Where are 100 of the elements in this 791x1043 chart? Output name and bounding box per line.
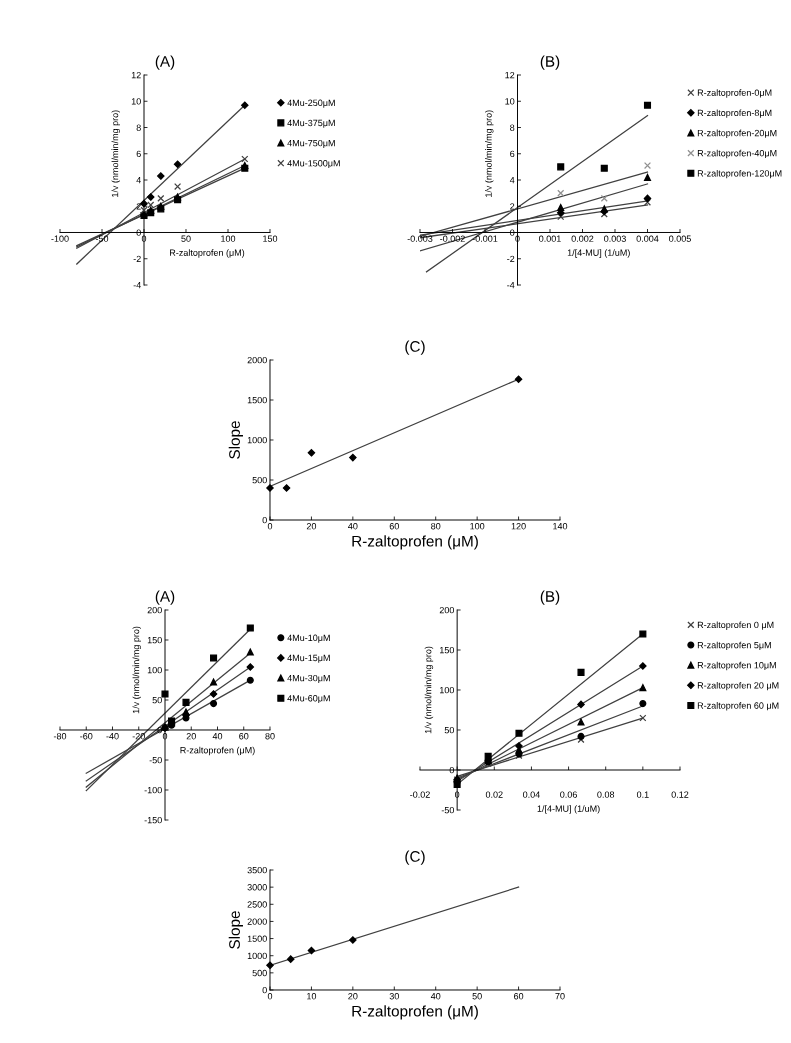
x-tick-label: 0.06 <box>560 791 577 798</box>
x-tick-label: -100 <box>51 235 69 242</box>
chart-title: (B) <box>540 590 560 605</box>
y-tick-label: 500 <box>252 476 267 484</box>
y-tick-label: 0 <box>262 516 267 524</box>
x-axis-title: R-zaltoprofen (μM) <box>180 746 255 756</box>
x-tick-label: 0.002 <box>571 235 594 242</box>
x-tick-label: 0.004 <box>636 235 659 242</box>
y-tick-label: 2500 <box>247 901 267 908</box>
y-tick-label: 1000 <box>247 436 267 444</box>
legend-label: 4Mu-750μM <box>287 139 335 148</box>
x-tick-label: 80 <box>265 733 275 740</box>
x-tick-label: 0 <box>454 791 460 798</box>
x-tick-label: 100 <box>221 235 236 242</box>
y-axis-title: 1/v (nmol/min/mg pro) <box>485 110 494 197</box>
y-tick-label: 6 <box>136 150 141 158</box>
legend-label: R-zaltoprofen-0μM <box>697 89 772 98</box>
y-tick-label: 10 <box>505 98 515 105</box>
y-tick-label: 2 <box>136 203 141 210</box>
y-tick-label: 0 <box>262 986 267 994</box>
y-tick-label: 1500 <box>247 935 267 942</box>
chart-title: (B) <box>540 55 560 70</box>
y-tick-label: 12 <box>505 71 515 79</box>
y-tick-label: -4 <box>507 282 515 289</box>
x-tick-label: -60 <box>80 733 93 740</box>
y-axis-title: Slope <box>228 421 243 459</box>
legend-label: 4Mu-10μM <box>287 634 330 643</box>
x-tick-label: 60 <box>514 993 524 1000</box>
x-tick-label: 0.001 <box>539 235 561 242</box>
x-tick-label: 20 <box>186 733 196 740</box>
x-axis-title: R-zaltoprofen (μM) <box>170 249 245 258</box>
y-tick-label: 2000 <box>247 918 267 925</box>
x-axis-title: 1/[4-MU] (1/uM) <box>537 805 600 814</box>
legend-label: R-zaltoprofen-120μM <box>697 169 782 179</box>
legend-label: R-zaltoprofen 20 μM <box>697 681 779 691</box>
x-tick-label: 20 <box>306 523 317 530</box>
chart-title: (A) <box>155 590 175 605</box>
y-tick-label: 0 <box>157 726 162 734</box>
x-tick-label: -80 <box>53 733 67 740</box>
legend-label: 4Mu-60μM <box>287 695 330 704</box>
chart-title: (C) <box>405 850 425 865</box>
legend-label: 4Mu-15μM <box>287 654 330 663</box>
x-tick-label: 70 <box>555 993 565 1000</box>
y-tick-label: 50 <box>444 726 455 734</box>
legend-label: R-zaltoprofen-40μM <box>697 149 777 159</box>
y-tick-label: -4 <box>133 282 141 289</box>
legend-label: R-zaltoprofen 60 μM <box>697 702 779 711</box>
legend-label: 4Mu-1500μM <box>287 160 340 169</box>
y-tick-label: 100 <box>147 666 162 674</box>
y-tick-label: 0 <box>449 766 455 774</box>
x-tick-label: 40 <box>212 733 223 740</box>
x-tick-label: 50 <box>472 993 482 1000</box>
y-tick-label: 100 <box>439 686 455 694</box>
x-tick-label: 0.005 <box>669 235 691 242</box>
x-tick-label: 0.1 <box>636 791 649 798</box>
x-tick-label: 50 <box>181 235 191 242</box>
x-tick-label: 120 <box>511 523 526 530</box>
x-tick-label: 60 <box>239 733 249 740</box>
x-tick-label: 0.003 <box>604 235 626 242</box>
y-tick-label: 200 <box>439 606 455 614</box>
x-tick-label: 0.04 <box>523 791 540 798</box>
y-tick-label: 4 <box>509 177 515 184</box>
x-tick-label: -0.001 <box>472 235 498 242</box>
y-tick-label: -50 <box>441 806 455 814</box>
y-tick-label: 8 <box>136 124 141 131</box>
x-tick-label: 100 <box>470 523 485 530</box>
x-axis-title: 1/[4-MU] (1/uM) <box>567 249 630 258</box>
legend-label: R-zaltoprofen 10μM <box>697 661 776 671</box>
x-tick-label: -0.02 <box>410 791 430 798</box>
y-axis-title: 1/v (nmol/min/mg pro) <box>111 110 120 197</box>
y-tick-label: 50 <box>152 696 162 704</box>
chart-title: (A) <box>155 55 175 70</box>
x-tick-label: 60 <box>389 523 399 530</box>
y-tick-label: 2000 <box>247 356 267 364</box>
y-tick-label: 1500 <box>247 396 267 404</box>
y-tick-label: -50 <box>149 756 162 764</box>
x-tick-label: -40 <box>106 733 119 740</box>
y-tick-label: -2 <box>133 255 141 263</box>
legend-label: R-zaltoprofen-8μM <box>697 109 772 118</box>
y-tick-label: 150 <box>147 636 162 644</box>
y-tick-label: 3500 <box>247 866 267 874</box>
x-tick-label: 0.08 <box>597 791 615 798</box>
y-tick-label: 200 <box>147 606 162 614</box>
y-tick-label: -150 <box>144 816 162 824</box>
x-tick-label: 0 <box>515 235 520 242</box>
x-tick-label: 40 <box>348 523 358 530</box>
x-tick-label: 140 <box>553 523 568 530</box>
x-axis-title: R-zaltoprofen (μM) <box>352 535 478 550</box>
y-tick-label: 0 <box>510 229 515 236</box>
y-tick-label: 150 <box>439 646 455 654</box>
legend-label: 4Mu-250μM <box>287 99 335 108</box>
y-tick-label: 12 <box>131 71 141 79</box>
x-axis-title: R-zaltoprofen (μM) <box>352 1005 478 1020</box>
y-tick-label: -2 <box>507 255 515 263</box>
x-tick-label: 30 <box>389 993 399 1000</box>
y-tick-label: 0 <box>136 229 141 236</box>
legend-label: R-zaltoprofen 0 μM <box>697 621 774 630</box>
chart-title: (C) <box>405 340 425 355</box>
x-tick-label: 0 <box>267 523 273 530</box>
x-tick-label: 10 <box>307 993 317 1000</box>
